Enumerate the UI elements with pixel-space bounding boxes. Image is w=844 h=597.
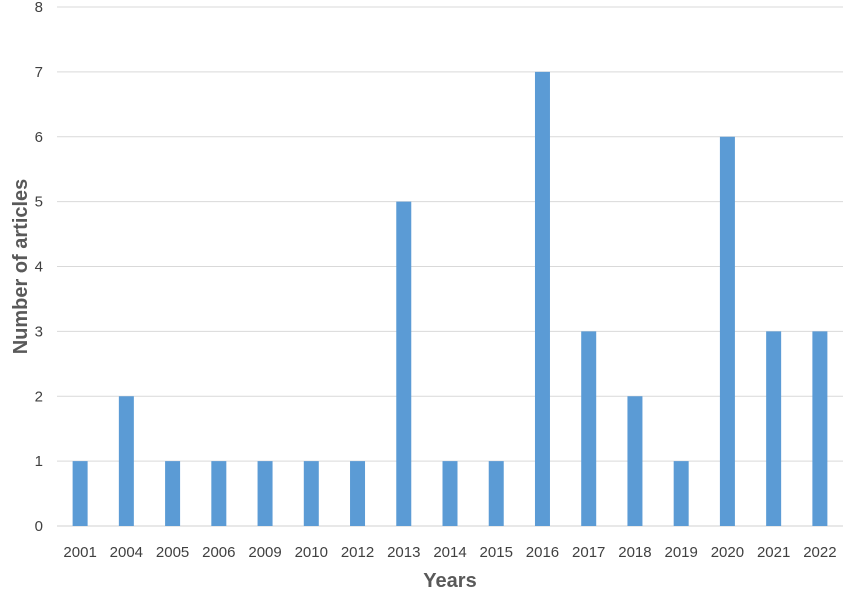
x-tick-label: 2015 <box>480 544 513 561</box>
y-axis-title: Number of articles <box>10 179 32 355</box>
gridlines <box>57 6 843 527</box>
x-tick-label: 2004 <box>110 544 143 561</box>
x-tick-label: 2013 <box>387 544 420 561</box>
x-tick-label: 2017 <box>572 544 605 561</box>
x-tick-label: 2019 <box>664 544 697 561</box>
x-axis-title: Years <box>423 570 476 592</box>
bar-2009 <box>257 461 273 526</box>
y-tick-label: 1 <box>35 453 43 470</box>
bar-2019 <box>673 461 689 526</box>
bar-2004 <box>118 396 134 526</box>
y-tick-label: 7 <box>35 64 43 81</box>
y-axis-ticks: 0 1 2 3 4 5 6 7 8 <box>35 0 43 535</box>
x-tick-label: 2014 <box>433 544 466 561</box>
y-tick-label: 0 <box>35 518 43 535</box>
x-tick-label: 2021 <box>757 544 790 561</box>
y-tick-label: 3 <box>35 323 43 340</box>
y-tick-label: 2 <box>35 388 43 405</box>
x-tick-label: 2016 <box>526 544 559 561</box>
bar-2005 <box>165 461 181 526</box>
bar-2014 <box>442 461 458 526</box>
bar-2020 <box>719 136 735 526</box>
bar-2022 <box>812 331 828 526</box>
x-axis-ticks: 2001 2004 2005 2006 2009 2010 2012 2013 2014 2015… <box>63 544 836 561</box>
bar-2018 <box>627 396 643 526</box>
x-tick-label: 2010 <box>295 544 328 561</box>
x-tick-label: 2012 <box>341 544 374 561</box>
x-tick-label: 2009 <box>248 544 281 561</box>
y-tick-label: 4 <box>35 259 43 276</box>
bar-2017 <box>581 331 597 526</box>
bar-2012 <box>350 461 366 526</box>
x-tick-label: 2006 <box>202 544 235 561</box>
y-tick-label: 5 <box>35 194 43 211</box>
y-tick-label: 8 <box>35 0 43 16</box>
bar-2006 <box>211 461 227 526</box>
y-tick-label: 6 <box>35 129 43 146</box>
bar-2010 <box>303 461 319 526</box>
x-tick-label: 2001 <box>63 544 96 561</box>
bar-2015 <box>488 461 504 526</box>
x-tick-label: 2020 <box>711 544 744 561</box>
bars <box>72 71 828 526</box>
x-tick-label: 2022 <box>803 544 836 561</box>
bar-2016 <box>534 71 550 526</box>
x-tick-label: 2018 <box>618 544 651 561</box>
bar-2021 <box>766 331 782 526</box>
x-tick-label: 2005 <box>156 544 189 561</box>
bar-2013 <box>396 201 412 526</box>
bar-2001 <box>72 461 88 526</box>
